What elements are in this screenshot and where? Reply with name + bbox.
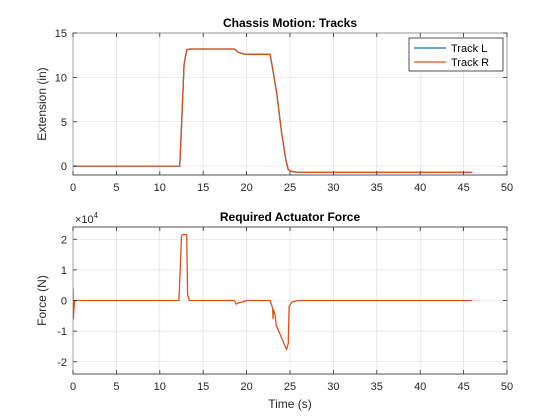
x-tick-label: 15 [197, 182, 209, 194]
x-tick-label: 20 [240, 381, 252, 393]
x-tick-label: 5 [113, 182, 119, 194]
x-tick-label: 5 [113, 381, 119, 393]
ticks-force: 0 5 10 15 20 25 30 35 40 45 50 -2 -1 0 1 2 [57, 227, 513, 393]
y-tick-label: 1 [61, 265, 67, 277]
x-tick-label: 35 [371, 381, 383, 393]
ticks-tracks: 0 5 10 15 20 25 30 35 40 45 50 0 5 10 15 [55, 28, 513, 194]
x-tick-label: 20 [240, 182, 252, 194]
y-tick-label: 2 [61, 234, 67, 246]
y-axis-exponent-value: 4 [94, 211, 99, 220]
chart-tracks: 0 5 10 15 20 25 30 35 40 45 50 0 5 10 15 Chassis Motio… [35, 16, 513, 194]
y-axis-exponent: ×104 [75, 211, 99, 226]
y-tick-label: 5 [61, 117, 67, 129]
x-tick-label: 40 [414, 381, 426, 393]
chart-title: Required Actuator Force [220, 210, 361, 224]
x-tick-label: 50 [501, 182, 513, 194]
x-tick-label: 35 [371, 182, 383, 194]
x-tick-label: 45 [457, 381, 469, 393]
chart-title: Chassis Motion: Tracks [223, 16, 357, 30]
x-axis-label: Time (s) [268, 397, 312, 411]
legend: Track L Track R [408, 37, 504, 72]
y-tick-label: -2 [57, 357, 67, 369]
series-line-track-r [73, 48, 473, 173]
legend-label-track-l: Track L [451, 43, 487, 55]
y-tick-label: 0 [61, 296, 67, 308]
x-tick-label: 0 [70, 381, 76, 393]
x-tick-label: 50 [501, 381, 513, 393]
series-group-force [73, 234, 473, 351]
legend-label-track-r: Track R [451, 57, 489, 69]
x-tick-label: 10 [154, 381, 166, 393]
series-line-force [73, 234, 473, 351]
x-tick-label: 25 [284, 381, 296, 393]
x-tick-label: 25 [284, 182, 296, 194]
x-tick-label: 10 [154, 182, 166, 194]
x-tick-label: 15 [197, 381, 209, 393]
series-group-tracks [73, 48, 473, 173]
y-tick-label: -1 [57, 326, 67, 338]
legend-box [408, 37, 504, 72]
x-tick-label: 30 [327, 182, 339, 194]
x-tick-label: 40 [414, 182, 426, 194]
y-axis-label: Extension (in) [35, 67, 49, 140]
x-tick-label: 0 [70, 182, 76, 194]
y-tick-label: 15 [55, 28, 67, 40]
y-axis-label: Force (N) [35, 275, 49, 326]
y-tick-label: 0 [61, 161, 67, 173]
x-tick-label: 45 [457, 182, 469, 194]
y-tick-label: 10 [55, 72, 67, 84]
chart-force: 0 5 10 15 20 25 30 35 40 45 50 -2 -1 0 1 2 Required Act… [35, 210, 513, 411]
x-tick-label: 30 [327, 381, 339, 393]
